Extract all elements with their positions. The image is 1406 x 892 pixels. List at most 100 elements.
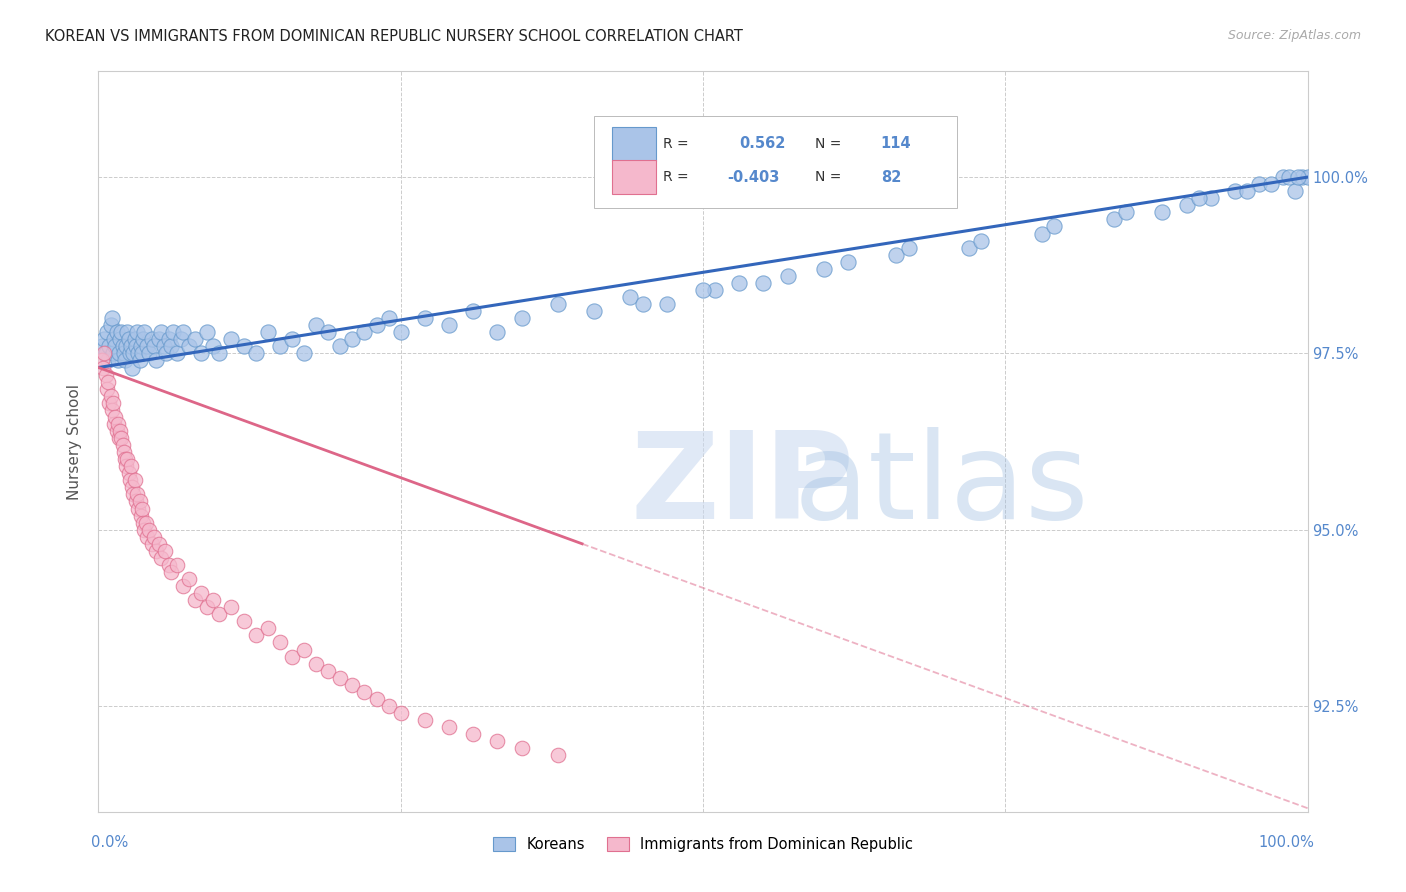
Point bbox=[110, 325, 132, 339]
Point bbox=[145, 353, 167, 368]
Point bbox=[131, 501, 153, 516]
Point bbox=[138, 523, 160, 537]
Point bbox=[94, 346, 117, 360]
Point bbox=[104, 339, 127, 353]
Point bbox=[104, 409, 127, 424]
Point bbox=[125, 494, 148, 508]
Point bbox=[752, 276, 775, 290]
Point bbox=[100, 389, 122, 403]
Point bbox=[413, 311, 436, 326]
Point bbox=[166, 346, 188, 360]
Point bbox=[813, 261, 835, 276]
Point bbox=[1102, 212, 1125, 227]
Point bbox=[96, 382, 118, 396]
Text: N =: N = bbox=[815, 170, 842, 185]
Point bbox=[93, 332, 115, 346]
Point bbox=[93, 346, 115, 360]
Point bbox=[704, 283, 727, 297]
Point bbox=[122, 487, 145, 501]
Point bbox=[148, 537, 170, 551]
Point bbox=[141, 332, 163, 346]
Point bbox=[377, 698, 399, 713]
Point bbox=[121, 360, 143, 375]
Point bbox=[108, 332, 131, 346]
Point bbox=[1223, 184, 1246, 198]
Point bbox=[138, 346, 160, 360]
Point bbox=[195, 325, 218, 339]
Point bbox=[190, 586, 212, 600]
FancyBboxPatch shape bbox=[613, 161, 655, 194]
Point bbox=[1278, 170, 1301, 185]
Point bbox=[305, 657, 328, 671]
Point bbox=[150, 550, 173, 565]
Text: -0.403: -0.403 bbox=[727, 169, 779, 185]
Text: 0.0%: 0.0% bbox=[91, 836, 128, 850]
Point bbox=[202, 593, 225, 607]
Point bbox=[108, 346, 131, 360]
Point bbox=[256, 621, 278, 635]
Point bbox=[366, 318, 388, 333]
Point bbox=[292, 346, 315, 360]
Point bbox=[111, 339, 134, 353]
Point bbox=[269, 635, 291, 649]
Point bbox=[127, 501, 149, 516]
Point bbox=[281, 332, 304, 346]
Point bbox=[124, 332, 146, 346]
Point bbox=[190, 346, 212, 360]
Point bbox=[101, 396, 124, 410]
Point bbox=[1115, 205, 1137, 219]
Point bbox=[342, 332, 364, 346]
Point bbox=[160, 339, 183, 353]
Point bbox=[970, 234, 993, 248]
Point bbox=[124, 473, 146, 487]
Point bbox=[91, 353, 114, 368]
Point bbox=[463, 727, 485, 741]
Point bbox=[269, 339, 291, 353]
Point bbox=[110, 431, 132, 445]
Point bbox=[413, 713, 436, 727]
Point bbox=[150, 325, 173, 339]
Text: 82: 82 bbox=[880, 169, 901, 185]
Point bbox=[886, 248, 908, 262]
Point bbox=[1272, 170, 1295, 185]
Point bbox=[1291, 170, 1313, 185]
Point bbox=[463, 304, 485, 318]
Point bbox=[122, 346, 145, 360]
Point bbox=[166, 558, 188, 572]
Point bbox=[131, 346, 153, 360]
Point bbox=[1199, 191, 1222, 205]
Point bbox=[135, 339, 157, 353]
Point bbox=[221, 600, 243, 615]
Point bbox=[510, 741, 533, 756]
Point bbox=[128, 494, 150, 508]
Point bbox=[389, 706, 412, 720]
Point bbox=[118, 332, 141, 346]
Point bbox=[103, 332, 125, 346]
Point bbox=[1249, 177, 1271, 191]
Point bbox=[153, 544, 176, 558]
Point bbox=[232, 339, 254, 353]
Point bbox=[127, 325, 149, 339]
Text: R =: R = bbox=[664, 170, 689, 185]
Point bbox=[97, 353, 120, 368]
Point bbox=[162, 325, 184, 339]
Point bbox=[148, 332, 170, 346]
Point bbox=[132, 516, 155, 530]
Point bbox=[97, 375, 120, 389]
Text: Source: ZipAtlas.com: Source: ZipAtlas.com bbox=[1227, 29, 1361, 42]
Point bbox=[1236, 184, 1258, 198]
Point bbox=[143, 530, 166, 544]
Text: 114: 114 bbox=[880, 136, 911, 152]
Point bbox=[125, 339, 148, 353]
Point bbox=[108, 424, 131, 438]
Point bbox=[510, 311, 533, 326]
Point bbox=[132, 332, 155, 346]
Point bbox=[134, 325, 156, 339]
Point bbox=[105, 424, 128, 438]
Y-axis label: Nursery School: Nursery School bbox=[67, 384, 83, 500]
Point bbox=[208, 607, 231, 622]
Text: KOREAN VS IMMIGRANTS FROM DOMINICAN REPUBLIC NURSERY SCHOOL CORRELATION CHART: KOREAN VS IMMIGRANTS FROM DOMINICAN REPU… bbox=[45, 29, 742, 44]
Point bbox=[107, 417, 129, 431]
Point bbox=[91, 339, 114, 353]
Point bbox=[91, 360, 114, 375]
